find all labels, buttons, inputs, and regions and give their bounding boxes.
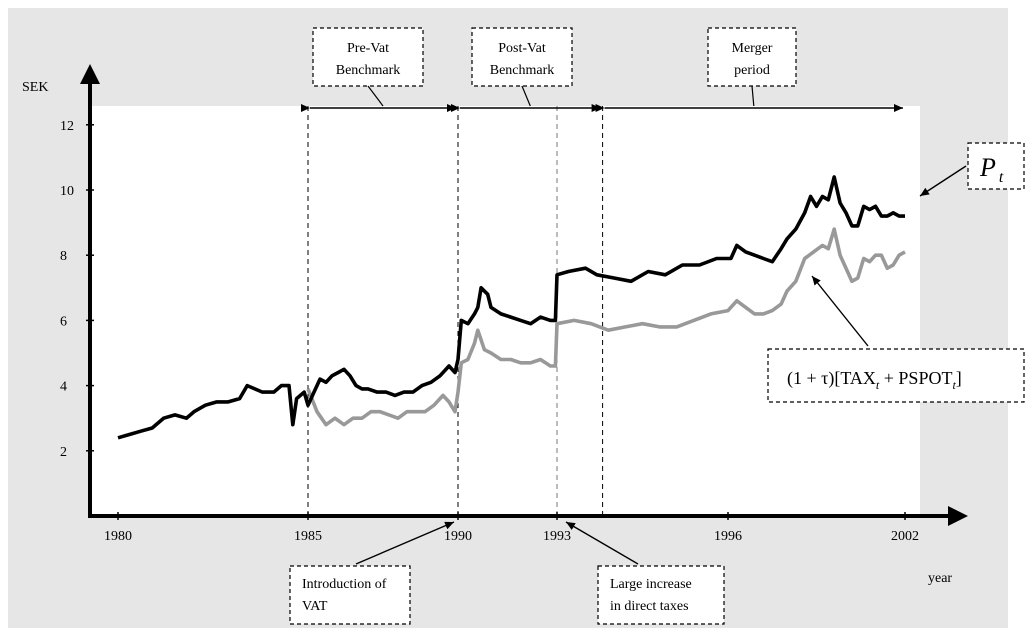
y-tick-label-8: 8 bbox=[60, 249, 67, 264]
y-tick-label-12: 12 bbox=[60, 119, 74, 134]
event-annotations: Introduction of VAT Large increase in direc… bbox=[289, 521, 725, 625]
period-connector-2 bbox=[751, 85, 755, 107]
legend-label-tax: (1 + τ)[TAXt + PSPOTt] bbox=[767, 275, 1025, 403]
y-axis-label: SEK bbox=[22, 80, 48, 95]
legend-label-price-sub: t bbox=[999, 169, 1004, 186]
period-label-text-2-1: period bbox=[734, 63, 770, 78]
period-label-box-1 bbox=[471, 27, 573, 87]
legend-label-tax-part2: + PSPOT bbox=[879, 368, 952, 388]
y-tick-label-10: 10 bbox=[60, 184, 74, 199]
annotation-box-1 bbox=[597, 565, 725, 625]
x-tick-label-1980: 1980 bbox=[104, 529, 132, 544]
y-ticks: 2 4 6 8 10 12 bbox=[60, 119, 94, 460]
x-axis-label: year bbox=[928, 571, 952, 586]
legend-label-tax-box bbox=[767, 348, 1025, 403]
annotation-text-0-1: VAT bbox=[302, 599, 328, 614]
legend-label-tax-part3: ] bbox=[956, 368, 962, 388]
period-brackets: Pre-Vat Benchmark Post-Vat Benchmark Merger p… bbox=[301, 27, 903, 112]
legend-label-price-box bbox=[967, 142, 1025, 190]
series-layer bbox=[117, 175, 906, 440]
annotation-arrow-1 bbox=[565, 521, 639, 565]
annotation-text-1-1: in direct taxes bbox=[610, 599, 689, 614]
x-axis-arrowhead bbox=[948, 506, 968, 526]
x-tick-label-1993: 1993 bbox=[543, 529, 571, 544]
x-tick-label-2002: 2002 bbox=[891, 529, 919, 544]
period-label-text-1-0: Post-Vat bbox=[498, 41, 546, 56]
x-tick-label-1985: 1985 bbox=[294, 529, 322, 544]
y-axis-arrowhead bbox=[80, 64, 100, 84]
legend-label-tax-sub1: t bbox=[876, 378, 880, 392]
y-tick-label-4: 4 bbox=[60, 380, 67, 395]
series-line-1 bbox=[306, 227, 906, 427]
chart-plot-area bbox=[90, 106, 920, 516]
x-tick-label-1996: 1996 bbox=[714, 529, 742, 544]
x-ticks: 1980 1985 1990 1993 1996 2002 bbox=[104, 512, 919, 544]
period-connector-1 bbox=[521, 85, 531, 107]
period-label-text-2-0: Merger bbox=[732, 41, 773, 56]
series-line-0 bbox=[117, 175, 905, 440]
y-tick-label-2: 2 bbox=[60, 445, 67, 460]
annotation-arrow-0 bbox=[355, 521, 455, 565]
annotation-text-1-0: Large increase bbox=[610, 577, 692, 592]
annotation-text-0-0: Introduction of bbox=[302, 577, 387, 592]
x-tick-label-1990: 1990 bbox=[444, 529, 472, 544]
period-label-text-0-0: Pre-Vat bbox=[347, 41, 389, 56]
period-label-text-0-1: Benchmark bbox=[336, 63, 401, 78]
period-connector-0 bbox=[367, 85, 384, 107]
legend-label-tax-arrow bbox=[811, 275, 869, 347]
axes bbox=[80, 64, 968, 526]
period-label-box-0 bbox=[312, 27, 424, 87]
annotation-box-0 bbox=[289, 565, 411, 625]
legend-label-tax-part1: (1 + τ)[TAX bbox=[787, 368, 876, 389]
legend-label-tax-text: (1 + τ)[TAXt + PSPOTt] bbox=[787, 368, 962, 392]
period-label-box-2 bbox=[707, 27, 797, 87]
legend-label-price-main: P bbox=[979, 153, 996, 182]
legend-label-tax-sub2: t bbox=[952, 378, 956, 392]
y-tick-label-6: 6 bbox=[60, 314, 67, 329]
period-label-text-1-1: Benchmark bbox=[490, 63, 555, 78]
legend-label-price-arrow bbox=[919, 165, 967, 197]
